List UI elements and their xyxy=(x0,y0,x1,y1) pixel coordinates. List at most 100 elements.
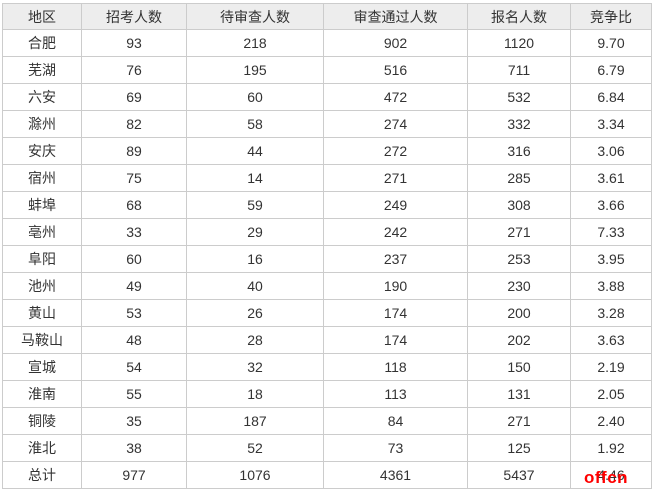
value-cell: 253 xyxy=(467,245,571,273)
value-cell: 16 xyxy=(186,245,324,273)
value-cell: 2.40 xyxy=(570,407,652,435)
value-cell: 3.34 xyxy=(570,110,652,138)
value-cell: 316 xyxy=(467,137,571,165)
value-cell: 18 xyxy=(186,380,324,408)
value-cell: 84 xyxy=(323,407,468,435)
region-cell: 六安 xyxy=(2,83,82,111)
column-header: 竞争比 xyxy=(570,3,652,30)
value-cell: 274 xyxy=(323,110,468,138)
region-cell: 合肥 xyxy=(2,29,82,57)
value-cell: 271 xyxy=(323,164,468,192)
table-row: 池州 49 40 190 230 3.88 xyxy=(2,272,652,300)
table-row: 淮南 55 18 113 131 2.05 xyxy=(2,380,652,408)
value-cell: 49 xyxy=(81,272,187,300)
region-cell: 池州 xyxy=(2,272,82,300)
table-row: 亳州 33 29 242 271 7.33 xyxy=(2,218,652,246)
value-cell: 26 xyxy=(186,299,324,327)
value-cell: 32 xyxy=(186,353,324,381)
value-cell: 4.46 xyxy=(570,461,652,489)
column-header: 地区 xyxy=(2,3,82,30)
value-cell: 3.06 xyxy=(570,137,652,165)
value-cell: 285 xyxy=(467,164,571,192)
value-cell: 54 xyxy=(81,353,187,381)
value-cell: 60 xyxy=(186,83,324,111)
region-cell: 芜湖 xyxy=(2,56,82,84)
region-cell: 淮南 xyxy=(2,380,82,408)
value-cell: 14 xyxy=(186,164,324,192)
value-cell: 52 xyxy=(186,434,324,462)
region-cell: 总计 xyxy=(2,461,82,489)
value-cell: 711 xyxy=(467,56,571,84)
region-cell: 马鞍山 xyxy=(2,326,82,354)
value-cell: 68 xyxy=(81,191,187,219)
value-cell: 118 xyxy=(323,353,468,381)
table-body: 合肥 93 218 902 1120 9.70 芜湖 76 195 516 711 6.79 六安 69 6… xyxy=(2,29,652,489)
table-row: 阜阳 60 16 237 253 3.95 xyxy=(2,245,652,273)
region-cell: 蚌埠 xyxy=(2,191,82,219)
table-row: 蚌埠 68 59 249 308 3.66 xyxy=(2,191,652,219)
value-cell: 472 xyxy=(323,83,468,111)
table-row: 芜湖 76 195 516 711 6.79 xyxy=(2,56,652,84)
value-cell: 29 xyxy=(186,218,324,246)
value-cell: 44 xyxy=(186,137,324,165)
value-cell: 174 xyxy=(323,326,468,354)
column-header: 报名人数 xyxy=(467,3,571,30)
value-cell: 3.63 xyxy=(570,326,652,354)
table-row: 宿州 75 14 271 285 3.61 xyxy=(2,164,652,192)
value-cell: 3.61 xyxy=(570,164,652,192)
table-row: 合肥 93 218 902 1120 9.70 xyxy=(2,29,652,57)
region-cell: 淮北 xyxy=(2,434,82,462)
value-cell: 187 xyxy=(186,407,324,435)
value-cell: 76 xyxy=(81,56,187,84)
value-cell: 1.92 xyxy=(570,434,652,462)
value-cell: 3.28 xyxy=(570,299,652,327)
value-cell: 9.70 xyxy=(570,29,652,57)
region-cell: 黄山 xyxy=(2,299,82,327)
value-cell: 131 xyxy=(467,380,571,408)
value-cell: 272 xyxy=(323,137,468,165)
value-cell: 1076 xyxy=(186,461,324,489)
value-cell: 3.95 xyxy=(570,245,652,273)
value-cell: 516 xyxy=(323,56,468,84)
value-cell: 69 xyxy=(81,83,187,111)
value-cell: 271 xyxy=(467,407,571,435)
region-cell: 阜阳 xyxy=(2,245,82,273)
value-cell: 125 xyxy=(467,434,571,462)
table-row: 安庆 89 44 272 316 3.06 xyxy=(2,137,652,165)
total-row: 总计 977 1076 4361 5437 4.46 xyxy=(2,461,652,489)
value-cell: 200 xyxy=(467,299,571,327)
value-cell: 59 xyxy=(186,191,324,219)
value-cell: 6.79 xyxy=(570,56,652,84)
value-cell: 2.19 xyxy=(570,353,652,381)
value-cell: 532 xyxy=(467,83,571,111)
value-cell: 55 xyxy=(81,380,187,408)
value-cell: 48 xyxy=(81,326,187,354)
value-cell: 40 xyxy=(186,272,324,300)
value-cell: 2.05 xyxy=(570,380,652,408)
value-cell: 93 xyxy=(81,29,187,57)
value-cell: 53 xyxy=(81,299,187,327)
value-cell: 977 xyxy=(81,461,187,489)
competition-table: 地区 招考人数 待审查人数 审查通过人数 报名人数 竞争比 合肥 93 218 902 1120 9… xyxy=(2,3,652,489)
value-cell: 902 xyxy=(323,29,468,57)
value-cell: 190 xyxy=(323,272,468,300)
column-header: 审查通过人数 xyxy=(323,3,468,30)
table-row: 滁州 82 58 274 332 3.34 xyxy=(2,110,652,138)
value-cell: 3.66 xyxy=(570,191,652,219)
value-cell: 1120 xyxy=(467,29,571,57)
region-cell: 宿州 xyxy=(2,164,82,192)
value-cell: 113 xyxy=(323,380,468,408)
value-cell: 3.88 xyxy=(570,272,652,300)
table-row: 淮北 38 52 73 125 1.92 xyxy=(2,434,652,462)
value-cell: 332 xyxy=(467,110,571,138)
value-cell: 5437 xyxy=(467,461,571,489)
header-row: 地区 招考人数 待审查人数 审查通过人数 报名人数 竞争比 xyxy=(2,3,652,30)
table-row: 宣城 54 32 118 150 2.19 xyxy=(2,353,652,381)
table-row: 铜陵 35 187 84 271 2.40 xyxy=(2,407,652,435)
value-cell: 28 xyxy=(186,326,324,354)
region-cell: 铜陵 xyxy=(2,407,82,435)
value-cell: 242 xyxy=(323,218,468,246)
table-row: 马鞍山 48 28 174 202 3.63 xyxy=(2,326,652,354)
value-cell: 4361 xyxy=(323,461,468,489)
